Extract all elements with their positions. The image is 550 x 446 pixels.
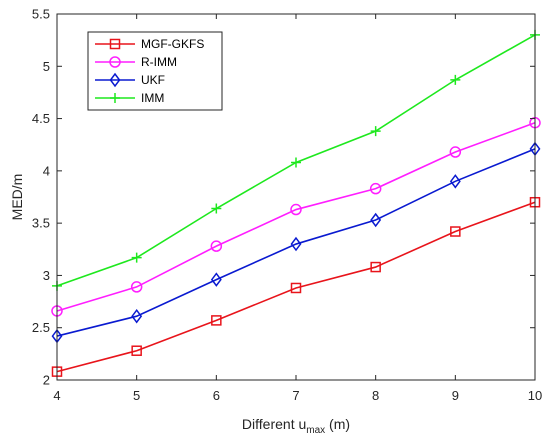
legend-item-imm: IMM — [95, 91, 164, 105]
series-line-ukf — [56, 148, 536, 337]
data-point-mgf-gkfs — [290, 282, 302, 294]
x-tick-label: 4 — [53, 388, 60, 403]
legend-label-imm: IMM — [141, 91, 164, 105]
data-point-mgf-gkfs — [450, 226, 461, 237]
series-layer — [51, 29, 541, 377]
data-point-r-imm — [210, 240, 223, 252]
data-point-imm — [131, 252, 142, 263]
data-point-ukf — [370, 212, 382, 228]
legend-item-ukf: UKF — [95, 72, 165, 88]
x-tick-label: 9 — [452, 388, 459, 403]
y-tick-label: 3 — [43, 268, 50, 283]
y-tick-label: 4 — [43, 163, 50, 178]
series-r-imm — [51, 117, 541, 317]
data-point-imm — [370, 126, 381, 137]
x-axis-title-main: Different u — [242, 416, 306, 432]
ticks-layer: 4 5 6 7 8 9 10 2 2.5 3 3.5 4 4.5 5 5.5 — [32, 7, 542, 404]
data-point-imm — [211, 203, 222, 214]
series-line-r-imm — [56, 122, 536, 312]
x-tick-label: 10 — [528, 388, 542, 403]
legend-marker-mgf-gkfs — [109, 38, 121, 50]
y-tick-label: 2 — [43, 373, 50, 388]
legend-marker-r-imm — [109, 56, 121, 68]
legend-label-mgf-gkfs: MGF-GKFS — [141, 37, 204, 51]
x-tick-label: 8 — [372, 388, 379, 403]
legend-marker-imm — [110, 93, 120, 103]
data-point-mgf-gkfs — [211, 315, 222, 326]
x-axis-title: Different umax (m) — [242, 416, 350, 436]
series-imm — [52, 29, 540, 291]
legend-label-ukf: UKF — [141, 73, 165, 87]
y-tick-label: 2.5 — [32, 320, 50, 335]
series-ukf — [51, 141, 541, 344]
x-tick-label: 7 — [292, 388, 299, 403]
data-point-r-imm — [369, 182, 382, 195]
data-point-imm — [450, 74, 461, 85]
y-tick-label: 3.5 — [32, 216, 50, 231]
data-point-mgf-gkfs — [370, 261, 381, 273]
legend-label-r-imm: R-IMM — [141, 55, 177, 69]
x-axis-title-unit: (m) — [325, 416, 350, 432]
y-axis-title: MED/m — [9, 174, 25, 221]
data-point-r-imm — [290, 203, 302, 216]
x-axis-title-subscript: max — [306, 425, 325, 436]
data-point-ukf — [290, 236, 302, 252]
legend-marker-ukf — [109, 72, 121, 88]
legend-item-r-imm: R-IMM — [95, 55, 177, 69]
y-tick-label: 5 — [43, 59, 50, 74]
y-tick-label: 5.5 — [32, 7, 50, 22]
data-point-ukf — [210, 272, 222, 287]
x-tick-label: 6 — [213, 388, 220, 403]
series-line-mgf-gkfs — [56, 201, 536, 373]
x-tick-label: 5 — [133, 388, 140, 403]
data-point-mgf-gkfs — [131, 345, 142, 356]
y-tick-label: 4.5 — [32, 111, 50, 126]
data-point-ukf — [131, 308, 143, 324]
legend: MGF-GKFS R-IMM UKF IMM — [87, 31, 223, 111]
data-point-ukf — [449, 174, 461, 189]
data-point-r-imm — [449, 146, 462, 158]
data-point-imm — [291, 157, 301, 168]
data-point-r-imm — [130, 281, 143, 293]
legend-item-mgf-gkfs: MGF-GKFS — [95, 37, 204, 51]
